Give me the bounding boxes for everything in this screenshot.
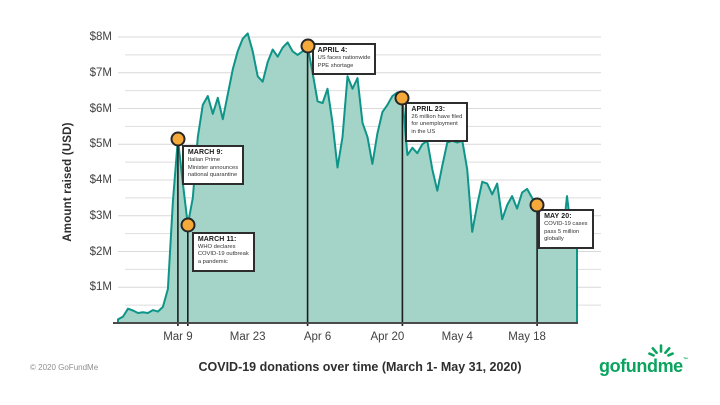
annotation-text-line: in the US [411, 129, 436, 136]
annotation-text-line: COVID-19 cases [544, 221, 588, 228]
y-tick-label: $1M [89, 281, 112, 294]
annotation-dot [180, 217, 196, 233]
y-tick-label: $6M [89, 102, 112, 115]
annotation-box: APRIL 4: US faces nationwide PPE shortage [311, 42, 377, 76]
y-tick-label: $7M [89, 66, 112, 79]
x-tick-label: Mar 23 [229, 331, 266, 343]
annotation-box: MARCH 9: Italian Prime Minister announces n… [181, 144, 245, 185]
annotation-text-line: PPE shortage [317, 62, 354, 69]
gofundme-sunburst-icon [648, 344, 674, 357]
area-outline [117, 32, 578, 323]
y-tick-label: $4M [89, 174, 112, 186]
gofundme-logo: gofundme ™ [599, 343, 699, 387]
annotation-text-line: WHO declares [197, 243, 236, 250]
x-tick-label: Mar 9 [163, 331, 193, 343]
gofundme-wordmark: gofundme [599, 356, 683, 376]
annotation-text-line: pass 5 million [544, 228, 580, 235]
annotation-box: MAY 20: COVID-19 cases pass 5 million globa… [538, 209, 594, 249]
annotation-dot [170, 131, 186, 147]
annotation-text-line: 26 million have filed [411, 113, 463, 120]
annotation-text-line: globally [544, 236, 564, 243]
annotation-dot [300, 38, 316, 54]
annotation-text-line: for unemployment [411, 121, 458, 128]
y-tick-label: $8M [89, 31, 112, 43]
chart-title: COVID-19 donations over time (March 1- M… [198, 360, 522, 374]
annotation-text-line: US faces nationwide [317, 54, 371, 61]
annotation-box: APRIL 23: 26 million have filed for unempl… [405, 101, 469, 142]
x-tick-label: Apr 20 [370, 331, 405, 343]
y-tick-label: $3M [89, 209, 112, 222]
annotation-title: APRIL 23: [411, 105, 446, 113]
annotation-text-line: a pandemic [197, 258, 228, 265]
annotation-box: MARCH 11: WHO declares COVID-19 outbreak a … [191, 231, 255, 272]
annotation-title: MARCH 9: [187, 148, 223, 156]
x-tick-label: Apr 6 [303, 331, 332, 343]
copyright-text: © 2020 GoFundMe [30, 363, 99, 372]
annotation-title: MARCH 11: [197, 235, 237, 243]
x-tick-label: May 4 [441, 331, 473, 343]
annotation-title: APRIL 4: [317, 46, 348, 54]
annotation-text-line: COVID-19 outbreak [197, 251, 249, 258]
annotation-dot [394, 90, 410, 106]
y-tick-label: $2M [89, 245, 112, 258]
x-tick-label: May 18 [508, 331, 546, 343]
annotation-text-line: national quarantine [187, 172, 238, 179]
annotation-title: MAY 20: [544, 213, 572, 221]
annotation-text-line: Italian Prime [187, 156, 221, 163]
trademark-symbol: ™ [683, 357, 688, 363]
annotation-dot [529, 197, 545, 213]
annotation-text-line: Minister announces [187, 164, 239, 171]
y-tick-label: $5M [89, 138, 112, 151]
